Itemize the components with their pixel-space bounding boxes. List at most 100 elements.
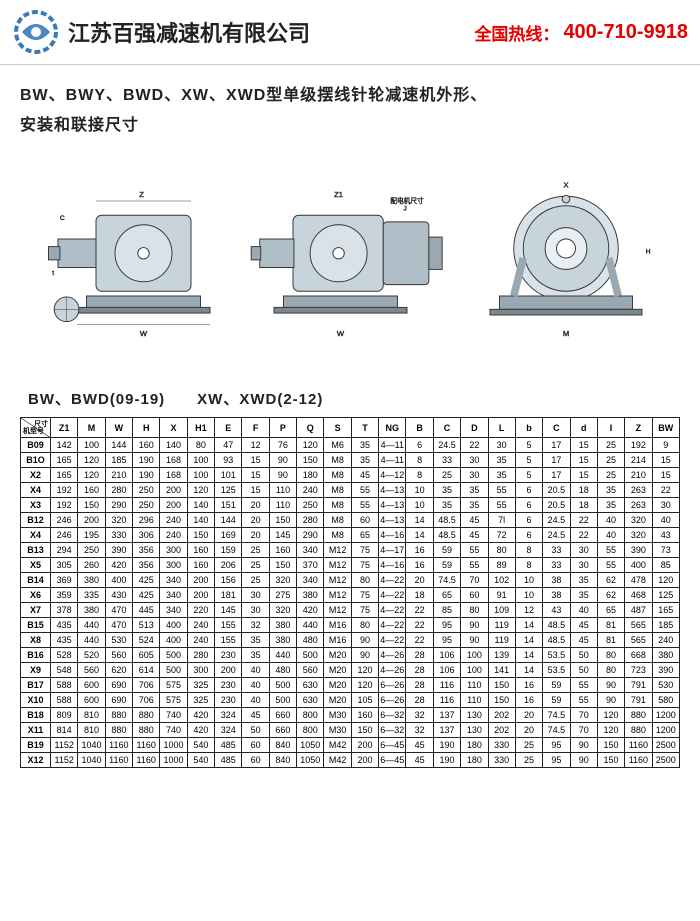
table-cell: 4—22	[379, 618, 406, 633]
table-cell: 340	[297, 573, 324, 588]
table-cell: 45	[242, 708, 269, 723]
table-cell: 155	[215, 618, 242, 633]
table-cell: 181	[215, 588, 242, 603]
table-cell: 5	[515, 438, 542, 453]
table-cell: 151	[215, 498, 242, 513]
table-cell: 540	[187, 753, 214, 768]
table-col-header: W	[105, 418, 132, 438]
table-cell: 45	[461, 513, 488, 528]
table-cell: 548	[51, 663, 78, 678]
table-cell: 15	[570, 453, 597, 468]
table-cell: 137	[433, 723, 460, 738]
table-cell: 4—17	[379, 543, 406, 558]
table-cell: 206	[215, 558, 242, 573]
table-cell: 120	[78, 453, 105, 468]
table-cell: 230	[215, 678, 242, 693]
table-cell: 240	[652, 633, 679, 648]
table-cell: 90	[269, 453, 296, 468]
table-cell: 150	[187, 528, 214, 543]
table-cell: 400	[105, 573, 132, 588]
table-cell: 1152	[51, 738, 78, 753]
table-cell: 200	[351, 738, 378, 753]
table-cell: 85	[652, 558, 679, 573]
table-cell: 20	[242, 498, 269, 513]
table-cell: 160	[187, 543, 214, 558]
table-cell: 90	[461, 618, 488, 633]
table-cell: 25	[242, 543, 269, 558]
table-cell: 81	[597, 633, 624, 648]
table-cell: 25	[597, 438, 624, 453]
table-cell: 12	[242, 438, 269, 453]
table-cell: 43	[543, 603, 570, 618]
table-cell: 150	[597, 738, 624, 753]
table-col-header: C	[543, 418, 570, 438]
table-row: X319215029025020014015120110250M8554—131…	[21, 498, 680, 513]
table-subheading: BW、BWD(09-19) XW、XWD(2-12)	[28, 388, 680, 409]
table-cell: 35	[351, 438, 378, 453]
table-cell: 35	[242, 648, 269, 663]
table-cell: 59	[433, 558, 460, 573]
table-cell: 15	[570, 438, 597, 453]
table-cell: 74.5	[433, 573, 460, 588]
table-cell: 40	[597, 513, 624, 528]
table-cell: 240	[160, 513, 187, 528]
table-cell: 119	[488, 618, 515, 633]
table-col-header: L	[488, 418, 515, 438]
table-cell: M30	[324, 723, 351, 738]
table-cell: 440	[297, 618, 324, 633]
table-row: B0914210014416014080471276120M6354—11624…	[21, 438, 680, 453]
table-cell: 4—13	[379, 483, 406, 498]
table-cell: 95	[543, 753, 570, 768]
table-cell: 139	[488, 648, 515, 663]
table-cell: 102	[488, 573, 515, 588]
svg-text:X: X	[563, 181, 568, 190]
table-cell: 435	[51, 618, 78, 633]
table-cell: 296	[133, 513, 160, 528]
table-cell: 22	[570, 513, 597, 528]
table-cell: 359	[51, 588, 78, 603]
table-cell: 6—32	[379, 723, 406, 738]
table-cell: 4—11	[379, 453, 406, 468]
table-cell: 200	[215, 663, 242, 678]
table-cell: 325	[187, 693, 214, 708]
table-cell: M20	[324, 648, 351, 663]
table-cell: 137	[433, 708, 460, 723]
table-col-header: 尺寸机型号	[21, 418, 51, 438]
table-cell: 70	[570, 708, 597, 723]
table-cell: 600	[78, 678, 105, 693]
table-header-row: 尺寸机型号Z1MWHXH1EFPQSTNGBCDLbCdIZBW	[21, 418, 680, 438]
table-cell: 200	[351, 753, 378, 768]
table-cell: 165	[652, 603, 679, 618]
table-cell: 14	[515, 618, 542, 633]
table-cell: 445	[133, 603, 160, 618]
table-cell: 880	[133, 723, 160, 738]
table-cell: 25	[242, 573, 269, 588]
table-cell: 100	[461, 648, 488, 663]
table-cell: 6	[515, 498, 542, 513]
table-cell: 600	[78, 693, 105, 708]
table-cell: 105	[351, 693, 378, 708]
table-cell: 320	[625, 513, 652, 528]
table-cell: 110	[269, 498, 296, 513]
table-cell: 800	[297, 708, 324, 723]
table-cell: 400	[160, 633, 187, 648]
table-cell: 120	[78, 468, 105, 483]
table-cell: 75	[351, 603, 378, 618]
table-cell: 320	[269, 573, 296, 588]
table-cell: 880	[133, 708, 160, 723]
table-row: X635933543042534020018130275380M12754—22…	[21, 588, 680, 603]
table-cell: 116	[433, 693, 460, 708]
table-cell: X6	[21, 588, 51, 603]
table-cell: 90	[570, 753, 597, 768]
table-cell: 880	[105, 708, 132, 723]
table-cell: B17	[21, 678, 51, 693]
table-cell: 20.5	[543, 483, 570, 498]
table-cell: 130	[461, 723, 488, 738]
section-title-line1: BW、BWY、BWD、XW、XWD型单级摆线针轮减速机外形、	[20, 83, 680, 109]
table-cell: 791	[625, 693, 652, 708]
table-cell: B14	[21, 573, 51, 588]
table-cell: 150	[597, 753, 624, 768]
table-cell: M12	[324, 543, 351, 558]
table-cell: 4—22	[379, 633, 406, 648]
table-cell: 320	[625, 528, 652, 543]
